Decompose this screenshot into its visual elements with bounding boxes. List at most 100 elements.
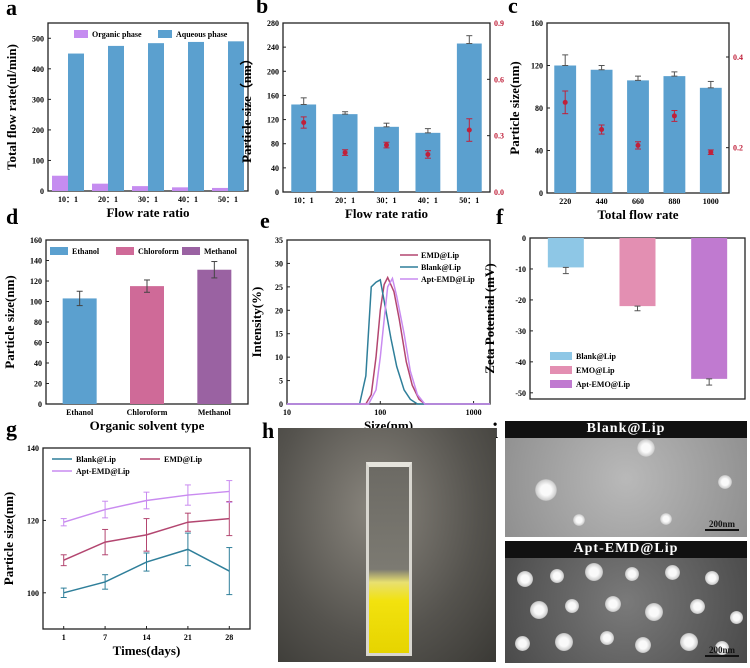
cuvette xyxy=(366,462,412,656)
x-tick-label: 40：1 xyxy=(178,195,198,204)
x-tick-label: Methanol xyxy=(198,408,232,417)
x-tick-label: 1000 xyxy=(466,408,482,417)
vesicle xyxy=(535,479,557,501)
x-tick-label: 220 xyxy=(559,197,571,206)
x-tick-label: 10：1 xyxy=(294,196,314,205)
line-blank-lip xyxy=(287,278,490,405)
bar-particle-size xyxy=(627,80,649,193)
vesicle xyxy=(645,603,663,621)
line-apt-emd-lip xyxy=(287,276,490,405)
legend-label: EMD@Lip xyxy=(164,455,203,464)
y-tick-label: 240 xyxy=(267,43,279,52)
pdi-point xyxy=(635,142,641,148)
x-tick-label: Ethanol xyxy=(66,408,94,417)
bar-chloroform xyxy=(130,286,164,404)
y-tick-label: 0 xyxy=(275,188,279,197)
y-tick-label: 140 xyxy=(30,257,42,266)
line-emd-lip xyxy=(287,275,490,405)
y-tick-label: 120 xyxy=(267,116,279,125)
legend-label: Apt-EMD@Lip xyxy=(76,467,130,476)
y-tick-label: 100 xyxy=(32,156,44,165)
legend-label: Ethanol xyxy=(72,247,100,256)
y-axis-label: Particle size(nm) xyxy=(1,492,16,585)
right-y-tick-label: 0.0 xyxy=(494,188,504,197)
y-tick-label: 0 xyxy=(38,400,42,409)
vesicle xyxy=(573,514,585,526)
legend-label: Blank@Lip xyxy=(421,263,461,272)
y-tick-label: 25 xyxy=(275,283,283,292)
bar-particle-size xyxy=(456,43,482,193)
legend-swatch xyxy=(116,247,134,255)
bar-organic-phase xyxy=(52,175,68,191)
bar-organic-phase xyxy=(132,186,148,191)
x-tick-label: 100 xyxy=(374,408,386,417)
y-tick-label: 200 xyxy=(267,67,279,76)
pdi-point xyxy=(425,151,431,157)
vesicle xyxy=(637,439,655,457)
x-tick-label: 20：1 xyxy=(335,196,355,205)
y-axis-label: Particle size（nm） xyxy=(239,52,254,163)
y-tick-label: 0 xyxy=(539,189,543,198)
vesicle xyxy=(565,599,579,613)
vesicle xyxy=(555,633,573,651)
vesicle xyxy=(680,633,698,651)
panel-label-h: h xyxy=(262,418,275,443)
cuvette-photo xyxy=(278,428,496,662)
bar-organic-phase xyxy=(212,187,228,191)
y-tick-label: 200 xyxy=(32,126,44,135)
bar-organic-phase xyxy=(92,183,108,191)
legend-swatch xyxy=(550,366,572,374)
x-tick-label: 10：1 xyxy=(58,195,78,204)
y-tick-label: -20 xyxy=(515,296,526,305)
x-tick-label: 40：1 xyxy=(418,196,438,205)
y-tick-label: 0 xyxy=(279,400,283,409)
x-tick-label: 880 xyxy=(668,197,680,206)
legend-label: EMO@Lip xyxy=(576,366,615,375)
bar-zeta-0 xyxy=(547,238,584,268)
bar-aqueous-phase xyxy=(108,45,124,192)
x-tick-label: 50：1 xyxy=(459,196,479,205)
x-axis-label: Flow rate ratio xyxy=(106,205,189,220)
bar-organic-phase xyxy=(172,187,188,191)
bar-ethanol xyxy=(62,298,97,404)
y-tick-label: 100 xyxy=(30,298,42,307)
y-tick-label: -50 xyxy=(515,389,526,398)
vesicle xyxy=(585,563,603,581)
y-tick-label: 140 xyxy=(27,444,39,453)
bar-methanol xyxy=(197,269,232,404)
y-tick-label: 0 xyxy=(40,187,44,196)
y-tick-label: 40 xyxy=(271,164,279,173)
panel-label-e: e xyxy=(260,208,270,233)
legend-label: EMD@Lip xyxy=(421,251,460,260)
x-tick-label: 1000 xyxy=(703,197,719,206)
legend-swatch xyxy=(50,247,68,255)
vesicle xyxy=(605,596,621,612)
y-axis-label: Total flow rate(ul/min) xyxy=(4,44,19,170)
y-tick-label: 30 xyxy=(275,259,283,268)
right-y-tick-label: 0.6 xyxy=(494,75,504,84)
panel-label-c: c xyxy=(508,0,518,18)
x-tick-label: 20：1 xyxy=(98,195,118,204)
bar-particle-size xyxy=(663,76,686,193)
y-tick-label: 120 xyxy=(531,62,543,71)
bar-zeta-2 xyxy=(691,238,728,379)
panel-label-g: g xyxy=(6,416,17,441)
y-axis-label: Particle size(nm) xyxy=(2,275,17,368)
vesicle xyxy=(715,641,729,655)
legend-label: Organic phase xyxy=(92,30,142,39)
y-tick-label: 60 xyxy=(34,339,42,348)
bar-aqueous-phase xyxy=(228,41,244,192)
y-tick-label: 40 xyxy=(535,147,543,156)
bar-aqueous-phase xyxy=(148,43,164,191)
y-tick-label: 0 xyxy=(522,234,526,243)
right-y-tick-label: 0.9 xyxy=(494,19,504,28)
tem-label: Blank@Lip xyxy=(505,421,747,438)
y-tick-label: 35 xyxy=(275,236,283,245)
tem-label: Apt-EMD@Lip xyxy=(505,541,747,558)
bar-particle-size xyxy=(554,65,577,193)
legend-swatch xyxy=(182,247,200,255)
vesicle xyxy=(600,631,614,645)
bar-aqueous-phase xyxy=(68,53,84,191)
panel-label-a: a xyxy=(6,0,17,20)
